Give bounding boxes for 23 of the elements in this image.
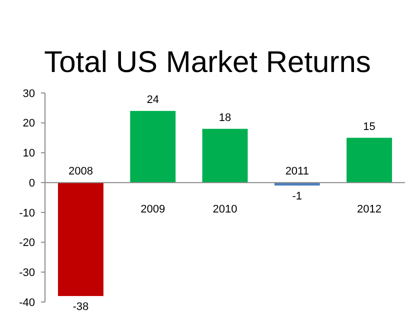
bar: [130, 110, 176, 183]
x-tick-label: 2012: [357, 204, 382, 216]
x-tick-label: 2011: [285, 166, 309, 178]
chart-title: Total US Market Returns: [44, 46, 371, 79]
y-tick-label: 20: [22, 118, 35, 130]
x-tick-label: 2010: [212, 204, 238, 216]
y-tick-label: 0: [28, 177, 35, 190]
data-label: -38: [72, 301, 89, 314]
x-tick-label: 2008: [68, 166, 93, 178]
bar: [346, 138, 392, 183]
y-tick-label: -20: [19, 237, 35, 250]
y-tick-label: -40: [19, 296, 35, 309]
data-label: 24: [146, 94, 159, 106]
y-tick-label: -10: [19, 207, 35, 220]
y-tick-label: 30: [22, 88, 35, 100]
bar: [58, 182, 104, 296]
y-tick-label: 10: [22, 148, 35, 160]
data-label: 18: [218, 112, 232, 124]
bar: [202, 128, 248, 183]
y-tick-label: -30: [19, 266, 35, 279]
x-tick-label: 2009: [140, 204, 166, 216]
data-label: 15: [363, 120, 376, 133]
data-label: -1: [292, 190, 302, 203]
